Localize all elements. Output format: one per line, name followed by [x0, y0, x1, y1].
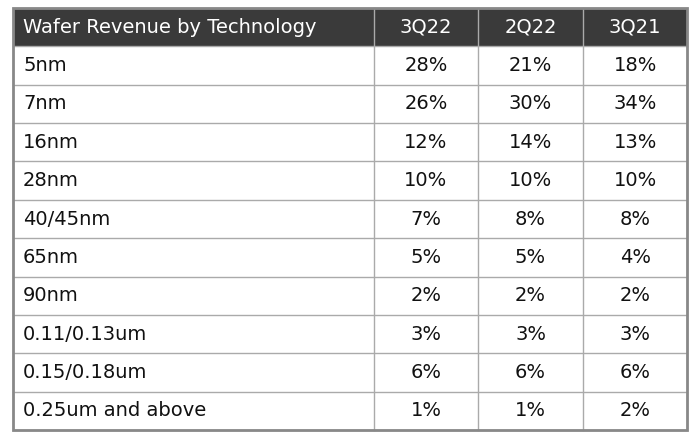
Bar: [583, 8, 687, 46]
Bar: [583, 276, 687, 315]
Bar: [374, 238, 478, 276]
Bar: [13, 238, 374, 276]
Bar: [583, 46, 687, 85]
Text: 90nm: 90nm: [23, 286, 79, 305]
Text: 5%: 5%: [515, 248, 546, 267]
Text: 16nm: 16nm: [23, 133, 79, 152]
Bar: [583, 162, 687, 200]
Bar: [478, 238, 583, 276]
Bar: [583, 392, 687, 430]
Text: 2%: 2%: [410, 286, 442, 305]
Text: Wafer Revenue by Technology: Wafer Revenue by Technology: [23, 18, 316, 37]
Text: 7%: 7%: [410, 209, 442, 229]
Text: 1%: 1%: [515, 401, 546, 420]
Bar: [478, 276, 583, 315]
Bar: [13, 85, 374, 123]
Bar: [374, 276, 478, 315]
Text: 2Q22: 2Q22: [504, 18, 556, 37]
Bar: [13, 162, 374, 200]
Bar: [374, 123, 478, 162]
Text: 0.25um and above: 0.25um and above: [23, 401, 206, 420]
Bar: [478, 200, 583, 238]
Bar: [583, 315, 687, 353]
Bar: [478, 123, 583, 162]
Text: 0.11/0.13um: 0.11/0.13um: [23, 325, 147, 344]
Bar: [374, 162, 478, 200]
Bar: [583, 123, 687, 162]
Text: 26%: 26%: [404, 94, 447, 113]
Bar: [374, 200, 478, 238]
Bar: [583, 85, 687, 123]
Bar: [13, 392, 374, 430]
Text: 0.15/0.18um: 0.15/0.18um: [23, 363, 148, 382]
Text: 3Q22: 3Q22: [400, 18, 452, 37]
Text: 3%: 3%: [620, 325, 650, 344]
Bar: [374, 392, 478, 430]
Bar: [478, 46, 583, 85]
Bar: [13, 46, 374, 85]
Bar: [478, 85, 583, 123]
Bar: [478, 392, 583, 430]
Bar: [583, 200, 687, 238]
Text: 3%: 3%: [515, 325, 546, 344]
Text: 10%: 10%: [405, 171, 447, 190]
Text: 6%: 6%: [515, 363, 546, 382]
Text: 8%: 8%: [515, 209, 546, 229]
Bar: [13, 315, 374, 353]
Text: 10%: 10%: [613, 171, 657, 190]
Bar: [374, 353, 478, 392]
Bar: [478, 315, 583, 353]
Text: 2%: 2%: [620, 401, 650, 420]
Text: 34%: 34%: [613, 94, 657, 113]
Bar: [13, 200, 374, 238]
Bar: [478, 8, 583, 46]
Bar: [13, 8, 374, 46]
Text: 5nm: 5nm: [23, 56, 66, 75]
Text: 30%: 30%: [509, 94, 552, 113]
Text: 3%: 3%: [410, 325, 442, 344]
Text: 2%: 2%: [620, 286, 650, 305]
Bar: [13, 353, 374, 392]
Text: 65nm: 65nm: [23, 248, 79, 267]
Text: 4%: 4%: [620, 248, 650, 267]
Text: 10%: 10%: [509, 171, 552, 190]
Text: 28nm: 28nm: [23, 171, 79, 190]
Text: 14%: 14%: [509, 133, 552, 152]
Text: 8%: 8%: [620, 209, 650, 229]
Text: 1%: 1%: [410, 401, 442, 420]
Text: 12%: 12%: [404, 133, 447, 152]
Text: 5%: 5%: [410, 248, 442, 267]
Bar: [374, 85, 478, 123]
Text: 21%: 21%: [509, 56, 552, 75]
Text: 13%: 13%: [613, 133, 657, 152]
Bar: [374, 46, 478, 85]
Bar: [583, 238, 687, 276]
Text: 6%: 6%: [410, 363, 442, 382]
Bar: [374, 315, 478, 353]
Text: 2%: 2%: [515, 286, 546, 305]
Bar: [478, 353, 583, 392]
Text: 3Q21: 3Q21: [609, 18, 662, 37]
Text: 40/45nm: 40/45nm: [23, 209, 111, 229]
Bar: [13, 123, 374, 162]
Bar: [13, 276, 374, 315]
Bar: [583, 353, 687, 392]
Text: 7nm: 7nm: [23, 94, 66, 113]
Text: 18%: 18%: [613, 56, 657, 75]
Bar: [374, 8, 478, 46]
Text: 6%: 6%: [620, 363, 650, 382]
Bar: [478, 162, 583, 200]
Text: 28%: 28%: [404, 56, 447, 75]
